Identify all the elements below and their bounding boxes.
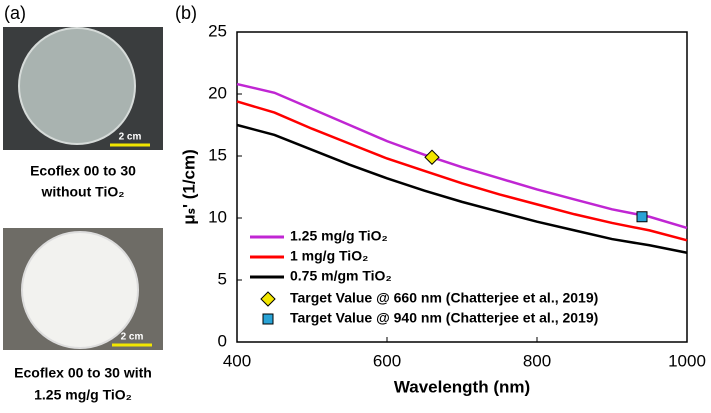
x-axis-label: Wavelength (nm)	[394, 377, 530, 396]
plot-frame	[236, 31, 688, 343]
legend-label: 1 mg/g TiO₂	[290, 248, 368, 264]
series-line	[236, 123, 688, 254]
y-tick-label: 5	[218, 269, 227, 288]
panel-label: (b)	[175, 3, 197, 23]
y-tick-label: 20	[208, 83, 227, 102]
target-marker	[424, 149, 440, 165]
target-marker	[636, 211, 648, 223]
x-tick-label: 400	[223, 351, 251, 370]
y-tick-label: 0	[218, 331, 227, 350]
series-line	[236, 82, 688, 230]
legend-symbol	[262, 313, 274, 325]
y-tick-label: 10	[208, 207, 227, 226]
caption: without TiO₂	[41, 184, 125, 200]
legend-label: 0.75 m/gm TiO₂	[290, 268, 392, 284]
sample-disk	[21, 231, 139, 349]
panel-label: (a)	[4, 3, 26, 23]
legend-label: 1.25 mg/g TiO₂	[290, 228, 388, 244]
y-tick-label: 25	[208, 21, 227, 40]
series-line	[236, 100, 688, 242]
scale-label: 2 cm	[121, 332, 144, 343]
x-tick-label: 800	[523, 351, 551, 370]
y-tick-label: 15	[208, 145, 227, 164]
legend-label: Target Value @ 660 nm (Chatterjee et al.…	[290, 290, 598, 306]
x-tick-label: 1000	[668, 351, 706, 370]
legend-label: Target Value @ 940 nm (Chatterjee et al.…	[290, 310, 598, 326]
x-tick-label: 600	[373, 351, 401, 370]
scale-label: 2 cm	[119, 132, 142, 143]
caption: 1.25 mg/g TiO₂	[34, 387, 132, 403]
legend-symbol	[260, 291, 276, 307]
caption: Ecoflex 00 to 30	[30, 163, 136, 179]
y-axis-label: μₛ' (1/cm)	[179, 149, 198, 225]
caption: Ecoflex 00 to 30 with	[14, 365, 152, 381]
sample-disk	[18, 27, 136, 145]
